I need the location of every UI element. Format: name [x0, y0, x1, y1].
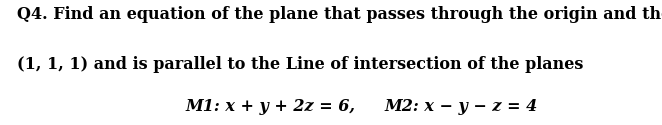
Text: (1, 1, 1) and is parallel to the Line of intersection of the planes: (1, 1, 1) and is parallel to the Line of…: [17, 56, 583, 73]
Text: M1: x + y + 2z = 6,: M1: x + y + 2z = 6,: [185, 98, 355, 115]
Text: Q4. Find an equation of the plane that passes through the origin and the point: Q4. Find an equation of the plane that p…: [17, 6, 662, 23]
Text: M2: x − y − z = 4: M2: x − y − z = 4: [384, 98, 537, 115]
